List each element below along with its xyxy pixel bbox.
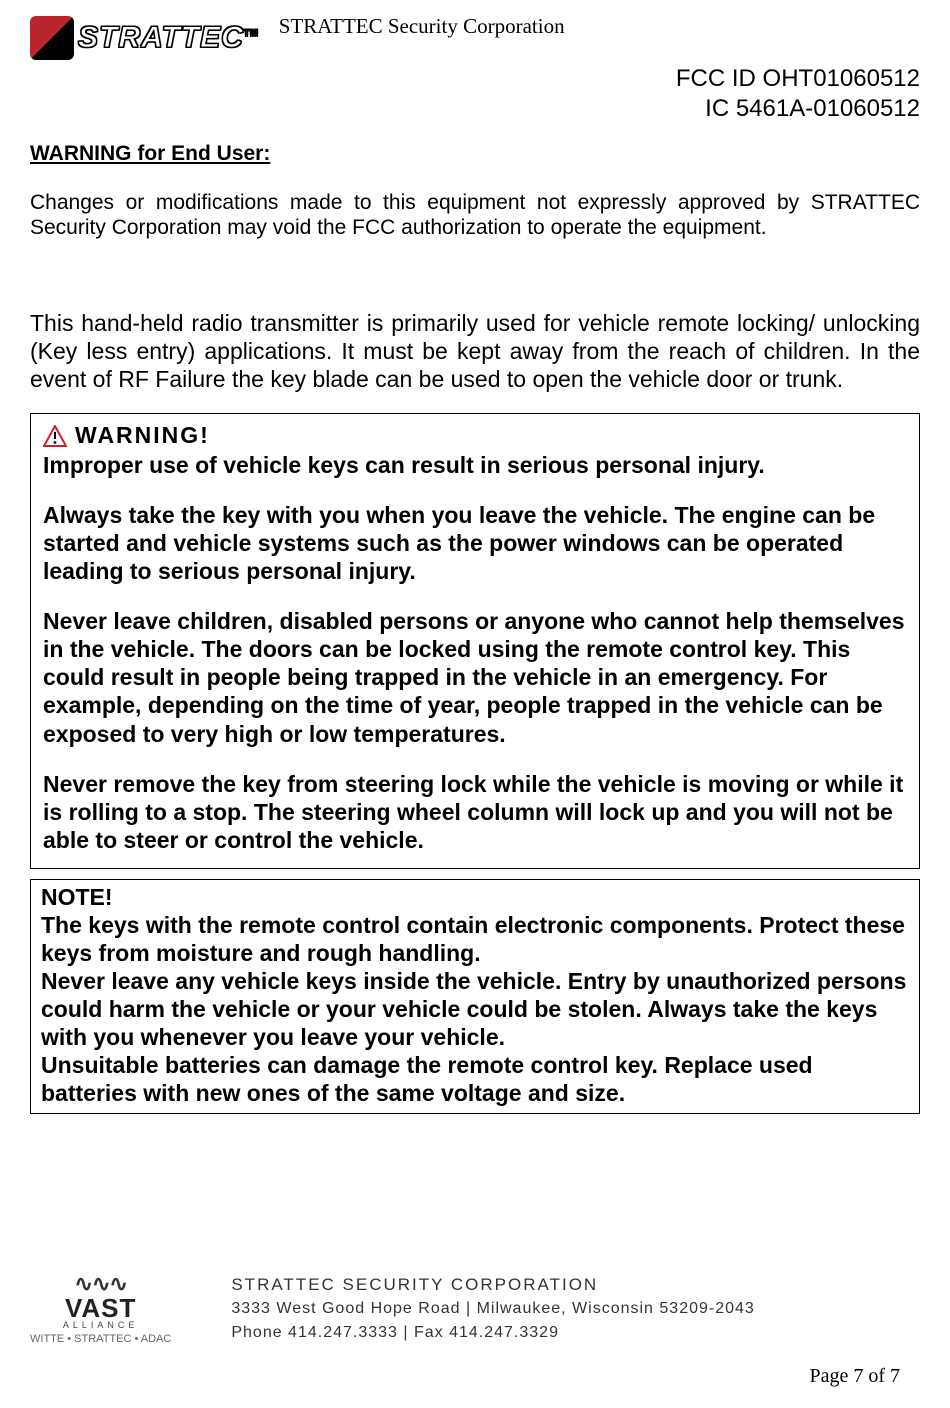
vast-members: WITTE • STRATTEC • ADAC <box>30 1334 171 1345</box>
paragraph-1: Changes or modifications made to this eq… <box>30 190 920 240</box>
warning-box: WARNING! Improper use of vehicle keys ca… <box>30 413 920 869</box>
vast-alliance-label: ALLIANCE <box>63 1321 139 1330</box>
ic-id: IC 5461A-01060512 <box>30 94 920 124</box>
logo-text-label: STRATTEC <box>78 21 244 54</box>
warning-p2: Always take the key with you when you le… <box>43 501 907 585</box>
fcc-id: FCC ID OHT01060512 <box>30 64 920 94</box>
document-page: STRATTECTM STRATTEC Security Corporation… <box>0 0 950 1408</box>
warning-p1: Improper use of vehicle keys can result … <box>43 451 907 479</box>
logo-mark-icon <box>30 16 74 60</box>
warning-heading: WARNING for End User: <box>30 142 920 166</box>
logo-wordmark: STRATTECTM <box>78 21 259 55</box>
page-number: Page 7 of 7 <box>30 1365 920 1388</box>
footer-address: 3333 West Good Hope Road | Milwaukee, Wi… <box>231 1297 754 1321</box>
note-text: The keys with the remote control contain… <box>41 911 909 1107</box>
vast-wave-icon: ∿∿∿ <box>75 1273 127 1295</box>
warning-title: WARNING! <box>75 422 210 449</box>
header-row: STRATTECTM STRATTEC Security Corporation <box>30 10 920 60</box>
note-box: NOTE! The keys with the remote control c… <box>30 879 920 1114</box>
regulatory-ids: FCC ID OHT01060512 IC 5461A-01060512 <box>30 64 920 124</box>
footer-corp-name: STRATTEC SECURITY CORPORATION <box>231 1272 754 1298</box>
warning-p3: Never leave children, disabled persons o… <box>43 607 907 747</box>
page-footer: ∿∿∿ VAST ALLIANCE WITTE • STRATTEC • ADA… <box>30 1232 920 1346</box>
vast-alliance-logo: ∿∿∿ VAST ALLIANCE WITTE • STRATTEC • ADA… <box>30 1273 171 1345</box>
warning-p4: Never remove the key from steering lock … <box>43 770 907 854</box>
corp-name: STRATTEC Security Corporation <box>279 14 565 39</box>
note-title: NOTE! <box>41 884 909 911</box>
footer-phone: Phone 414.247.3333 | Fax 414.247.3329 <box>231 1321 754 1345</box>
strattec-logo: STRATTECTM <box>30 16 259 60</box>
paragraph-2: This hand-held radio transmitter is prim… <box>30 310 920 393</box>
footer-contact: STRATTEC SECURITY CORPORATION 3333 West … <box>231 1272 754 1346</box>
warning-triangle-icon <box>43 425 67 447</box>
warning-title-row: WARNING! <box>43 422 907 449</box>
logo-tm: TM <box>244 28 259 38</box>
warning-body: Improper use of vehicle keys can result … <box>43 451 907 854</box>
vast-name: VAST <box>65 1295 136 1321</box>
